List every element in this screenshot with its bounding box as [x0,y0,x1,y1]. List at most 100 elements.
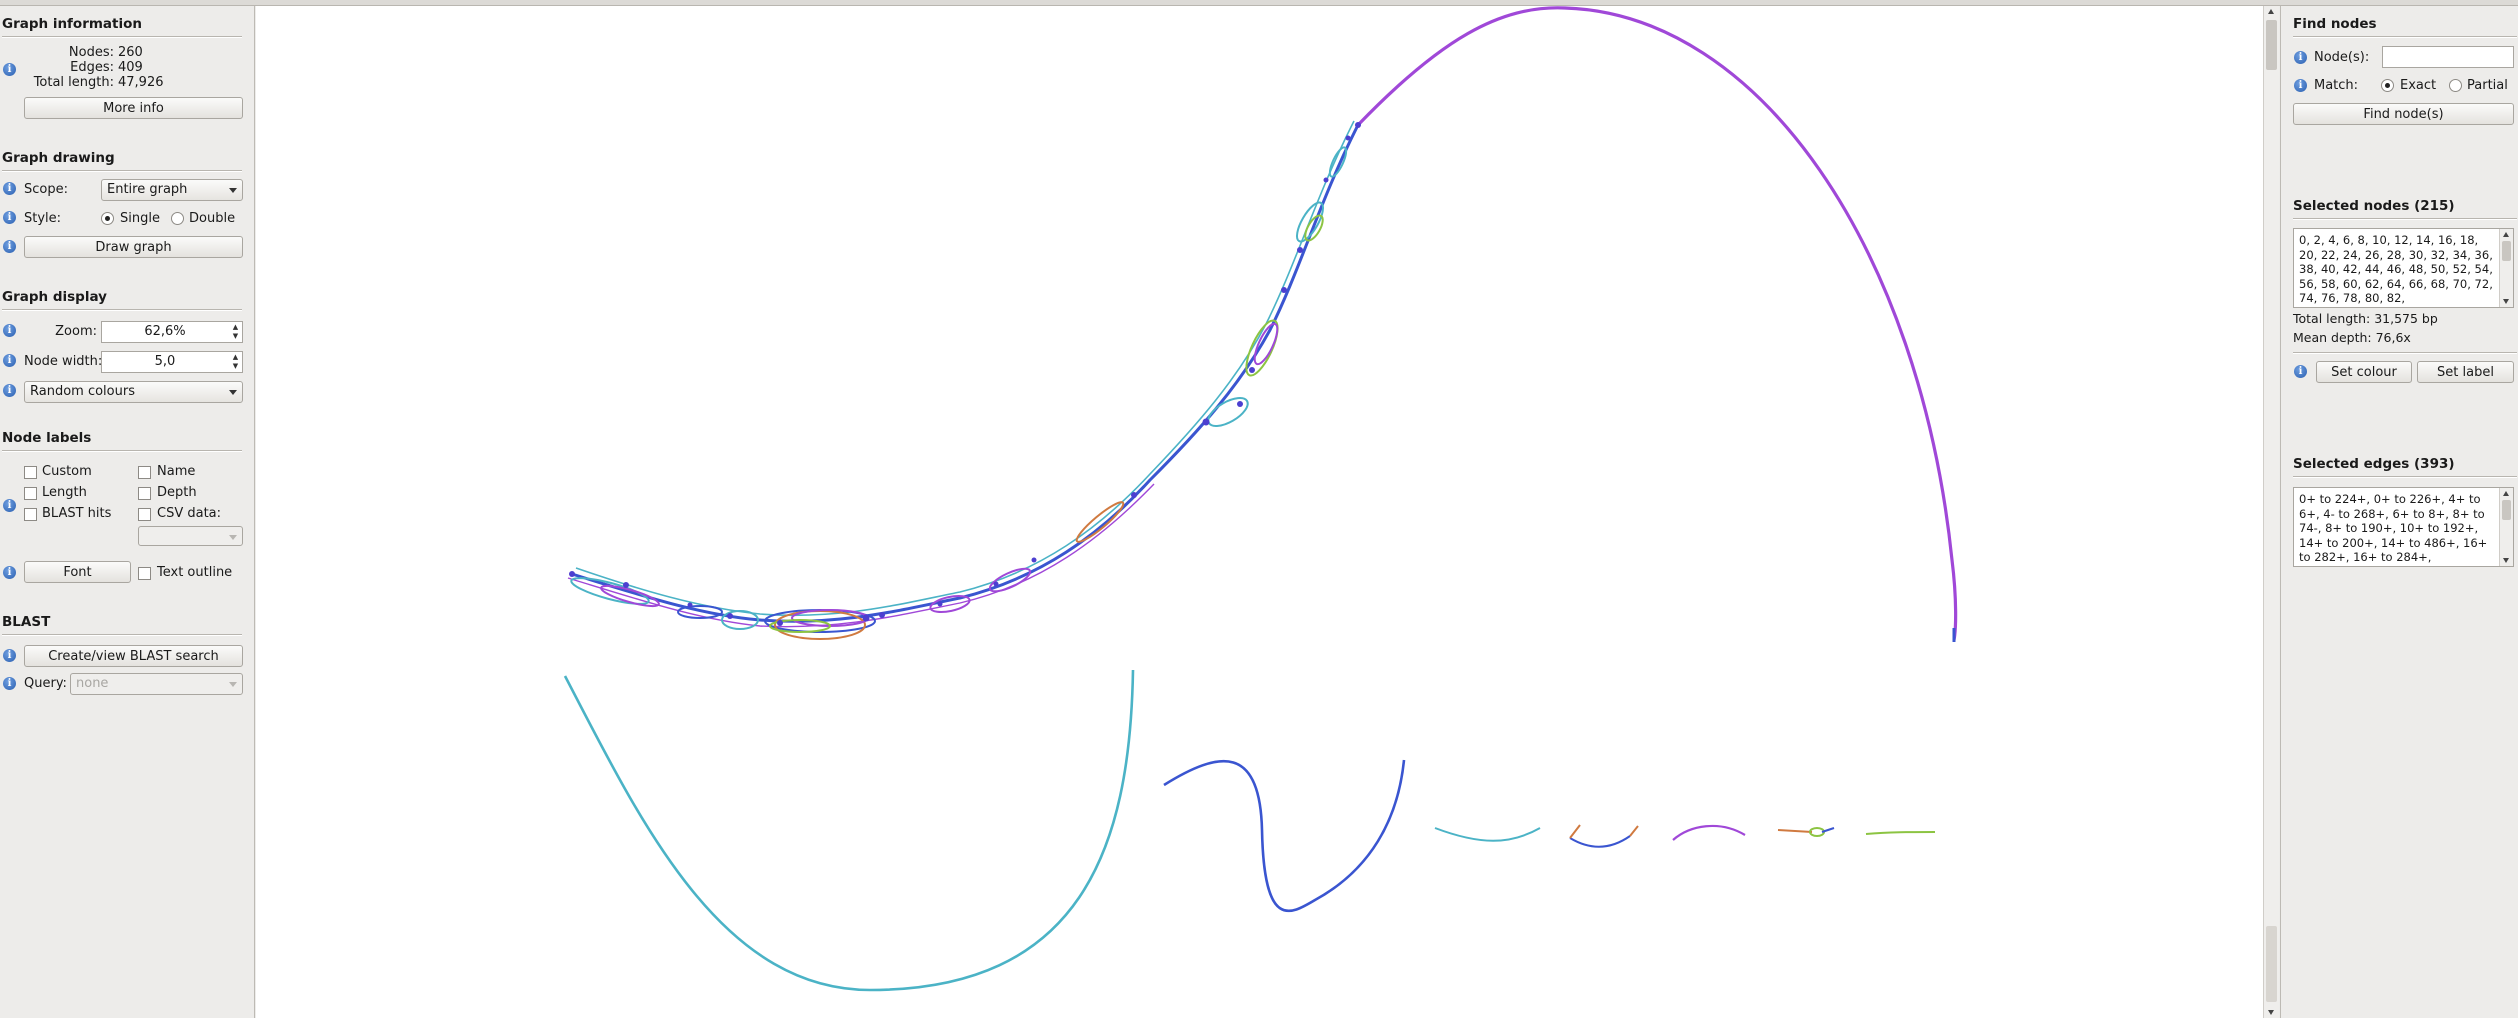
more-info-button[interactable]: More info [24,97,243,119]
canvas-scrollbar[interactable] [2263,6,2279,1018]
node-width-input[interactable]: 5,0 ▲ ▼ [101,351,243,373]
style-double-radio[interactable] [171,212,184,225]
info-icon[interactable]: i [3,211,16,224]
graph-node[interactable] [1345,135,1351,141]
scroll-up-icon[interactable] [2268,9,2274,14]
spin-arrows-icon[interactable]: ▲ ▼ [232,323,239,340]
scroll-down-icon[interactable] [2503,299,2509,304]
info-icon[interactable]: i [3,240,16,253]
graph-node[interactable] [777,620,783,626]
blast-heading: BLAST [2,614,51,630]
graph-bubble [570,577,650,605]
list-scrollbar[interactable] [2499,488,2513,566]
graph-component-small-hump[interactable] [1672,824,1746,841]
info-icon[interactable]: i [3,182,16,195]
text-outline-checkbox[interactable] [138,567,151,580]
info-icon[interactable]: i [3,677,16,690]
match-partial-radio[interactable] [2449,79,2462,92]
graph-edge-arc[interactable] [1356,6,1958,641]
csv-column-dropdown[interactable] [138,526,243,546]
blast-hits-checkbox[interactable] [24,508,37,521]
info-icon[interactable]: i [3,63,16,76]
scroll-down-icon[interactable] [2503,558,2509,563]
graph-node[interactable] [623,582,629,588]
style-single-radio[interactable] [101,212,114,225]
selected-edges-list[interactable]: 0+ to 224+, 0+ to 226+, 4+ to 6+, 4- to … [2293,487,2514,567]
graph-node[interactable] [569,571,575,577]
query-value: none [76,676,109,691]
graph-canvas[interactable] [256,6,2263,1018]
info-icon[interactable]: i [3,499,16,512]
graph-node[interactable] [1281,287,1287,293]
node-labels-heading: Node labels [2,430,92,446]
graph-component-small-loop[interactable] [1777,829,1813,833]
graph-node[interactable] [687,602,693,608]
info-icon[interactable]: i [2294,51,2307,64]
graph-node[interactable] [1237,401,1243,407]
graph-bubble [721,610,759,630]
selected-mean-depth: Mean depth: 76,6x [2293,330,2411,345]
set-label-button[interactable]: Set label [2417,361,2514,383]
zoom-input[interactable]: 62,6% ▲ ▼ [101,321,243,343]
graph-component-teal-u[interactable] [563,669,1135,992]
graph-node[interactable] [1031,557,1037,563]
query-dropdown[interactable]: none [70,673,243,695]
graph-edge-backbone[interactable] [571,124,1360,623]
graph-node[interactable] [1249,367,1255,373]
list-scrollbar[interactable] [2499,229,2513,307]
graph-component-small-line[interactable] [1865,831,1936,835]
scroll-up-icon[interactable] [2503,232,2509,237]
node-search-input[interactable] [2382,46,2514,68]
spin-arrows-icon[interactable]: ▲ ▼ [232,353,239,370]
length-checkbox[interactable] [24,487,37,500]
graph-node[interactable] [879,612,885,618]
scroll-up-icon[interactable] [2503,491,2509,496]
info-icon[interactable]: i [2294,79,2307,92]
graph-bubble [677,605,723,619]
graph-node[interactable] [937,601,943,607]
info-icon[interactable]: i [3,324,16,337]
graph-node[interactable] [727,613,733,619]
zoom-label: Zoom: [55,324,97,339]
graph-node[interactable] [862,614,870,622]
divider [2,450,242,452]
graph-component-small-dip[interactable] [1569,835,1631,848]
nodes-value: 260 [118,45,143,60]
graph-node[interactable] [1297,247,1303,253]
info-icon[interactable]: i [3,354,16,367]
selected-edges-text: 0+ to 224+, 0+ to 226+, 4+ to 6+, 4- to … [2299,492,2488,564]
font-button[interactable]: Font [24,561,131,583]
scroll-down-icon[interactable] [2268,1010,2274,1015]
info-icon[interactable]: i [3,649,16,662]
style-double-label: Double [189,211,236,226]
assembly-graph[interactable] [256,6,2263,1018]
graph-bubble [1809,827,1825,837]
info-icon[interactable]: i [3,566,16,579]
selected-nodes-list[interactable]: 0, 2, 4, 6, 8, 10, 12, 14, 16, 18, 20, 2… [2293,228,2514,308]
info-icon[interactable]: i [3,384,16,397]
csv-data-checkbox[interactable] [138,508,151,521]
draw-graph-button[interactable]: Draw graph [24,236,243,258]
scrollbar-thumb[interactable] [2502,500,2511,520]
custom-checkbox[interactable] [24,466,37,479]
divider [2,634,242,636]
graph-node[interactable] [1131,492,1137,498]
scope-dropdown[interactable]: Entire graph [101,179,243,201]
info-icon[interactable]: i [2294,365,2307,378]
graph-node[interactable] [1355,122,1361,128]
find-nodes-button[interactable]: Find node(s) [2293,103,2514,125]
scrollbar-thumb[interactable] [2266,20,2277,70]
name-checkbox[interactable] [138,466,151,479]
graph-node[interactable] [993,581,999,587]
style-single-label: Single [120,211,160,226]
graph-component-small-arc[interactable] [1434,827,1541,842]
set-colour-button[interactable]: Set colour [2316,361,2412,383]
graph-node[interactable] [1202,418,1210,426]
blast-search-button[interactable]: Create/view BLAST search [24,645,243,667]
graph-node[interactable] [1323,177,1329,183]
colour-scheme-dropdown[interactable]: Random colours [24,381,243,403]
depth-checkbox[interactable] [138,487,151,500]
match-exact-radio[interactable] [2381,79,2394,92]
graph-component-s-curve[interactable] [1163,759,1406,913]
scrollbar-thumb[interactable] [2502,241,2511,261]
